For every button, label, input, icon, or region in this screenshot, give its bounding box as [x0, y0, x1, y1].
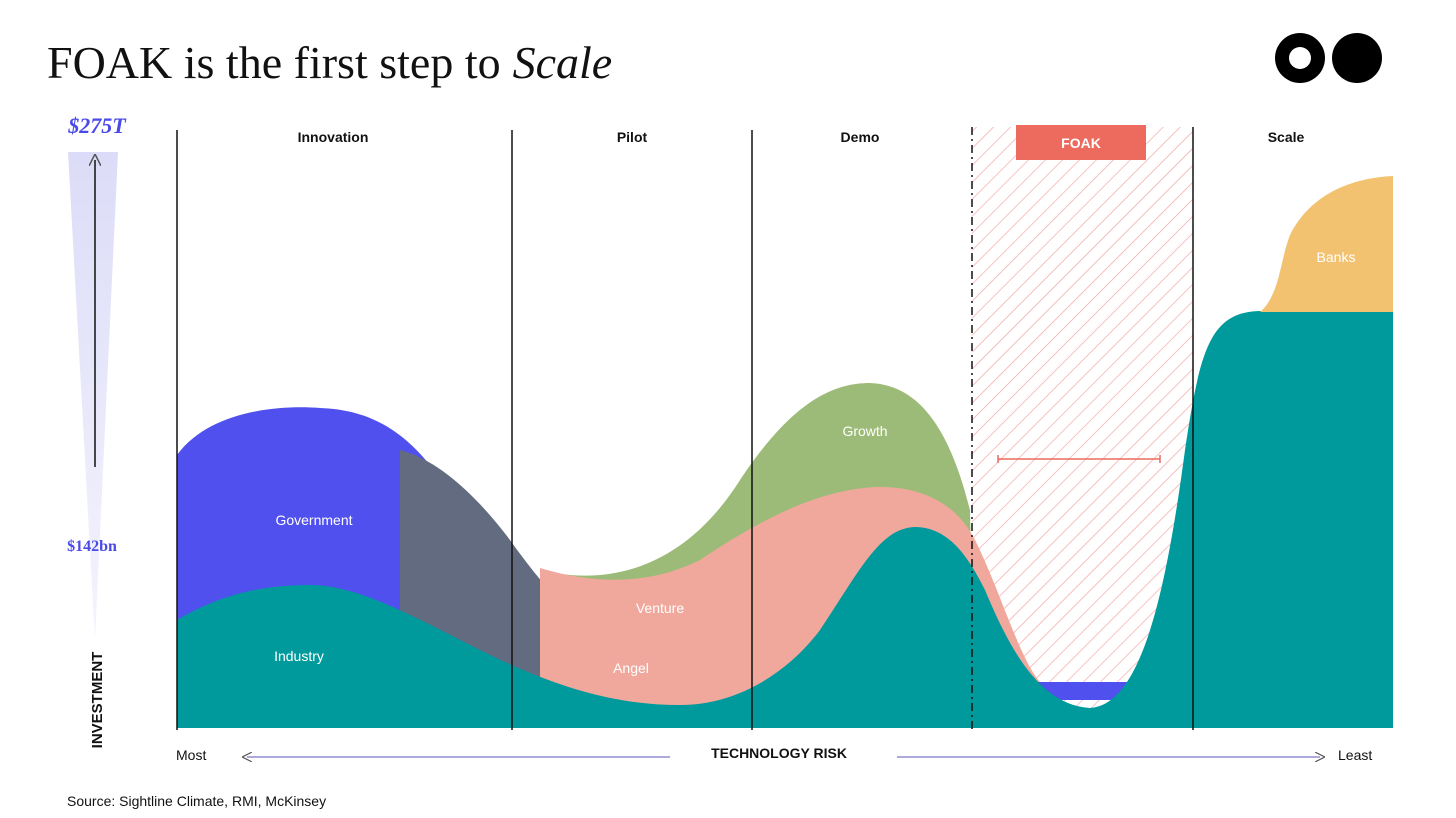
title-text: FOAK is the first step to [47, 37, 501, 88]
logo [1275, 33, 1382, 83]
title-emphasis: Scale [513, 37, 613, 88]
area-label: Growth [842, 423, 887, 439]
stage-label: Pilot [617, 129, 648, 145]
foak-range [997, 455, 1161, 463]
stage-label: Innovation [298, 129, 369, 145]
stage-label: Scale [1268, 129, 1305, 145]
foak-badge [1016, 125, 1146, 160]
government-foak [1035, 682, 1128, 700]
x-left-label: Most [176, 747, 206, 763]
stage-label: FOAK [1061, 135, 1101, 151]
y-top-label: $275T [67, 113, 127, 138]
area-label: Angel [613, 660, 649, 676]
investment-wedge [68, 152, 118, 640]
area-label: Venture [636, 600, 684, 616]
source: Source: Sightline Climate, RMI, McKinsey [67, 793, 326, 809]
area-label: Industry [274, 648, 324, 664]
y-mid-label: $142bn [67, 538, 117, 555]
industry-area [177, 311, 1393, 728]
x-right-label: Least [1338, 747, 1372, 763]
x-axis-label: TECHNOLOGY RISK [711, 745, 847, 761]
dividers [176, 127, 1194, 730]
stage-label: Demo [841, 129, 880, 145]
area-label: Banks [1317, 249, 1356, 265]
y-axis-label: INVESTMENT [89, 652, 106, 749]
title: FOAK is the first step to Scale [47, 37, 612, 88]
banks-area [1260, 176, 1393, 312]
area-label: Government [275, 512, 352, 528]
